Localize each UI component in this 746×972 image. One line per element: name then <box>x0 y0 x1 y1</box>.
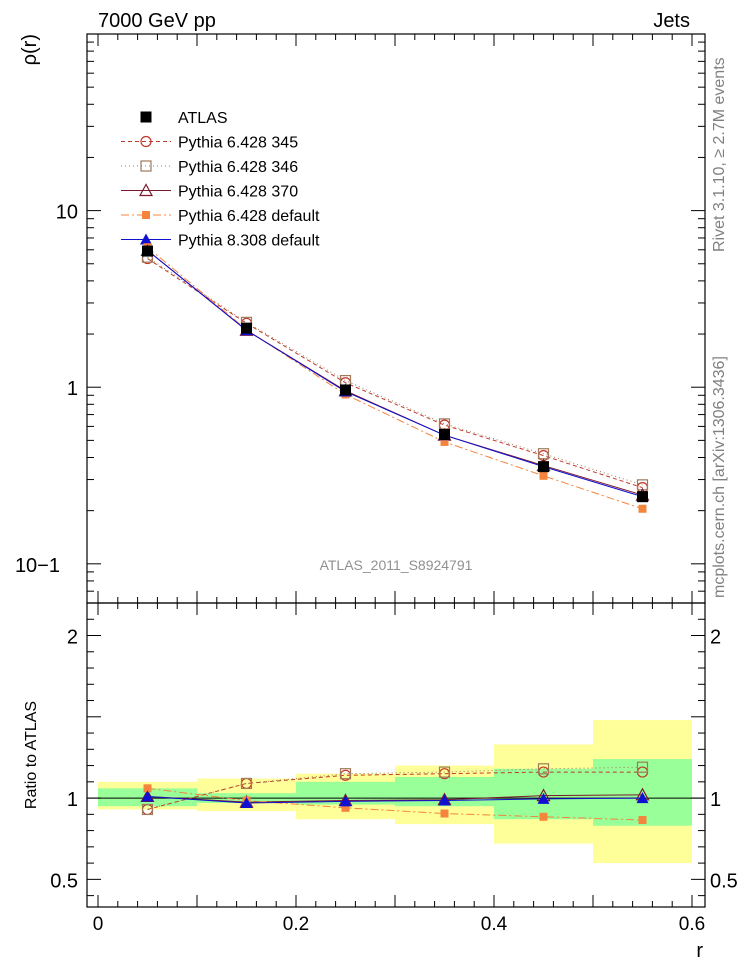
series-line <box>147 250 643 496</box>
data-point <box>340 384 351 396</box>
ratio-line <box>147 771 643 810</box>
ratio-line <box>147 795 643 804</box>
data-point <box>537 763 550 775</box>
data-point <box>538 461 549 473</box>
data-point <box>539 471 548 480</box>
data-point <box>140 233 152 245</box>
y-axis-label-main: ρ(r) <box>19 34 41 65</box>
data-point <box>142 245 153 257</box>
x-tick-label: 0 <box>93 914 104 935</box>
y-tick-label: 1 <box>67 378 78 400</box>
data-point <box>143 784 152 793</box>
ratio-panel <box>86 602 706 908</box>
legend-label: Pythia 6.428 346 <box>178 159 298 176</box>
data-point <box>141 803 154 816</box>
data-point <box>638 816 647 825</box>
y-tick-label: 10−1 <box>15 555 60 577</box>
y-tick-label: 2 <box>67 627 78 649</box>
y-tick-label: 1 <box>67 789 78 811</box>
x-axis-label: r <box>696 940 703 962</box>
legend-label: Pythia 8.308 default <box>178 233 320 250</box>
legend-label: Pythia 6.428 default <box>178 208 320 225</box>
data-point <box>339 795 352 807</box>
data-point <box>636 792 649 804</box>
legend-label: Pythia 6.428 370 <box>178 184 298 201</box>
ratio-line <box>147 787 643 821</box>
series-line <box>147 250 643 498</box>
series-line <box>147 258 643 489</box>
data-point <box>142 211 150 219</box>
ratio-frame <box>86 602 706 908</box>
data-point <box>138 183 154 197</box>
data-point <box>240 796 253 808</box>
x-tick-label: 0.4 <box>481 914 508 935</box>
legend: ATLAS Pythia 6.428 345 Pythia 6.428 346 Pyt… <box>121 110 320 250</box>
rivet-version-label: Rivet 3.1.10, ≥ 2.7M events <box>711 57 728 252</box>
ratio-line <box>147 794 643 803</box>
header-energy-label: 7000 GeV pp <box>98 10 216 32</box>
series-line <box>147 256 643 486</box>
data-point <box>637 491 648 503</box>
data-point <box>440 809 449 818</box>
legend-label: Pythia 6.428 345 <box>178 135 298 152</box>
data-point <box>140 111 152 123</box>
data-point <box>537 792 550 804</box>
y-tick-label-right: 0.5 <box>710 870 738 892</box>
y-axis-label-ratio: Ratio to ATLAS <box>23 701 40 809</box>
data-point <box>440 437 449 446</box>
mcplots-label: mcplots.cern.ch [arXiv:1306.3436] <box>711 356 728 598</box>
y-tick-label: 0.5 <box>50 870 78 892</box>
data-point <box>636 761 649 773</box>
y-tick-label-right: 1 <box>710 789 721 811</box>
data-point <box>438 766 451 778</box>
data-point <box>638 504 647 513</box>
data-point <box>438 794 451 806</box>
data-point <box>141 790 154 802</box>
data-point <box>339 768 352 780</box>
y-tick-label: 10 <box>56 202 78 224</box>
y-tick-label-right: 2 <box>710 627 721 649</box>
uncertainty-band-stat <box>296 781 395 805</box>
data-point <box>140 135 152 148</box>
x-tick-label: 0.6 <box>679 914 705 935</box>
x-tick-label: 0.2 <box>283 914 309 935</box>
data-point <box>241 322 252 334</box>
ratio-series-group <box>140 761 650 825</box>
data-point <box>140 160 152 172</box>
analysis-watermark: ATLAS_2011_S8924791 <box>320 557 473 573</box>
data-point <box>439 428 450 440</box>
header-process-label: Jets <box>653 10 690 32</box>
data-point <box>539 812 548 821</box>
legend-label: ATLAS <box>178 110 228 127</box>
ratio-line <box>147 766 643 810</box>
main-series-group <box>140 243 650 513</box>
series-line <box>147 246 643 510</box>
data-point <box>240 777 253 790</box>
data-point <box>341 803 350 812</box>
